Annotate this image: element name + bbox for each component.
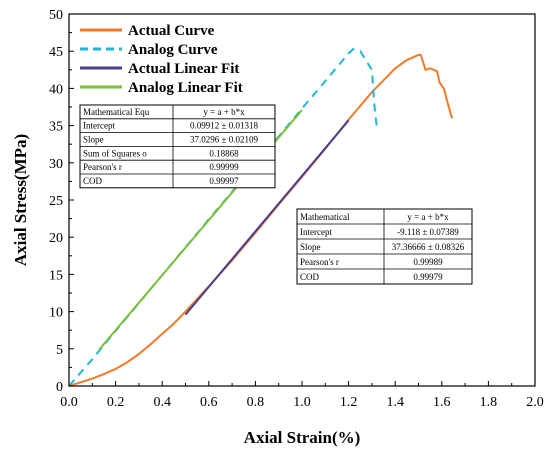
y-tick-label: 45 (49, 45, 63, 60)
legend-label-3: Analog Linear Fit (128, 80, 243, 96)
y-tick-label: 30 (49, 157, 63, 172)
y-tick-label: 25 (49, 194, 63, 209)
fit-table-value: -9.118 ± 0.07389 (397, 227, 459, 237)
y-tick-label: 5 (56, 343, 63, 358)
x-tick-label: 0.8 (247, 395, 265, 410)
fit-table-key: COD (83, 176, 103, 186)
fit-table-key: Mathematical (300, 212, 350, 222)
fit-table-value: 37.0296 ± 0.02109 (190, 135, 258, 145)
series-line-2 (184, 119, 350, 316)
y-axis-title: Axial Stress(MPa) (11, 134, 30, 266)
fit-table-key: Pearson's r (83, 162, 122, 172)
x-tick-label: 1.2 (340, 395, 358, 410)
fit-table-value: 0.99997 (209, 176, 239, 186)
legend-label-1: Analog Curve (128, 42, 218, 58)
x-tick-label: 0.2 (107, 395, 125, 410)
y-tick-label: 20 (49, 231, 63, 246)
fit-table-key: Intercept (83, 121, 115, 131)
series-line-1 (68, 48, 378, 387)
x-tick-label: 1.6 (433, 395, 451, 410)
fit-table-value: y = a + b*x (203, 107, 245, 117)
fit-table-value: 0.99999 (209, 162, 239, 172)
fit-table-value: 0.99979 (413, 272, 443, 282)
fit-table-value: 37.36666 ± 0.08326 (392, 242, 465, 252)
fit-table-bg (296, 208, 473, 285)
fit-table-value: 0.99989 (413, 257, 443, 267)
fit-table-0: Mathematical Equ y = a + b*x Intercept 0.09… (79, 104, 276, 189)
y-tick-label: 40 (49, 82, 63, 97)
fit-table-key: Slope (83, 135, 104, 145)
y-tick-label: 50 (49, 8, 63, 23)
fit-table-key: Pearson's r (300, 257, 339, 267)
fit-table-key: Intercept (300, 227, 332, 237)
fit-table-key: COD (300, 272, 320, 282)
fit-table-value: 0.18868 (209, 148, 239, 158)
fit-table-1: Mathematical y = a + b*x Intercept -9.118 ±… (296, 208, 473, 285)
x-tick-label: 0.4 (153, 395, 171, 410)
x-tick-label: 2.0 (526, 395, 544, 410)
legend-label-2: Actual Linear Fit (128, 61, 239, 77)
x-tick-label: 0.0 (60, 395, 78, 410)
x-tick-label: 1.4 (386, 395, 404, 410)
fit-table-value: y = a + b*x (407, 212, 449, 222)
x-tick-label: 0.6 (200, 395, 218, 410)
x-tick-label: 1.8 (480, 395, 498, 410)
y-tick-label: 10 (49, 306, 63, 321)
fit-table-key: Slope (300, 242, 321, 252)
legend-label-0: Actual Curve (128, 23, 215, 39)
fit-table-key: Mathematical Equ (83, 107, 150, 117)
fit-table-key: Sum of Squares o (83, 148, 147, 158)
x-tick-label: 1.0 (293, 395, 311, 410)
y-tick-label: 15 (49, 268, 63, 283)
y-tick-label: 0 (56, 380, 63, 395)
y-tick-label: 35 (49, 120, 63, 135)
fit-table-value: 0.09912 ± 0.01318 (190, 121, 258, 131)
x-axis-title: Axial Strain(%) (244, 428, 361, 447)
